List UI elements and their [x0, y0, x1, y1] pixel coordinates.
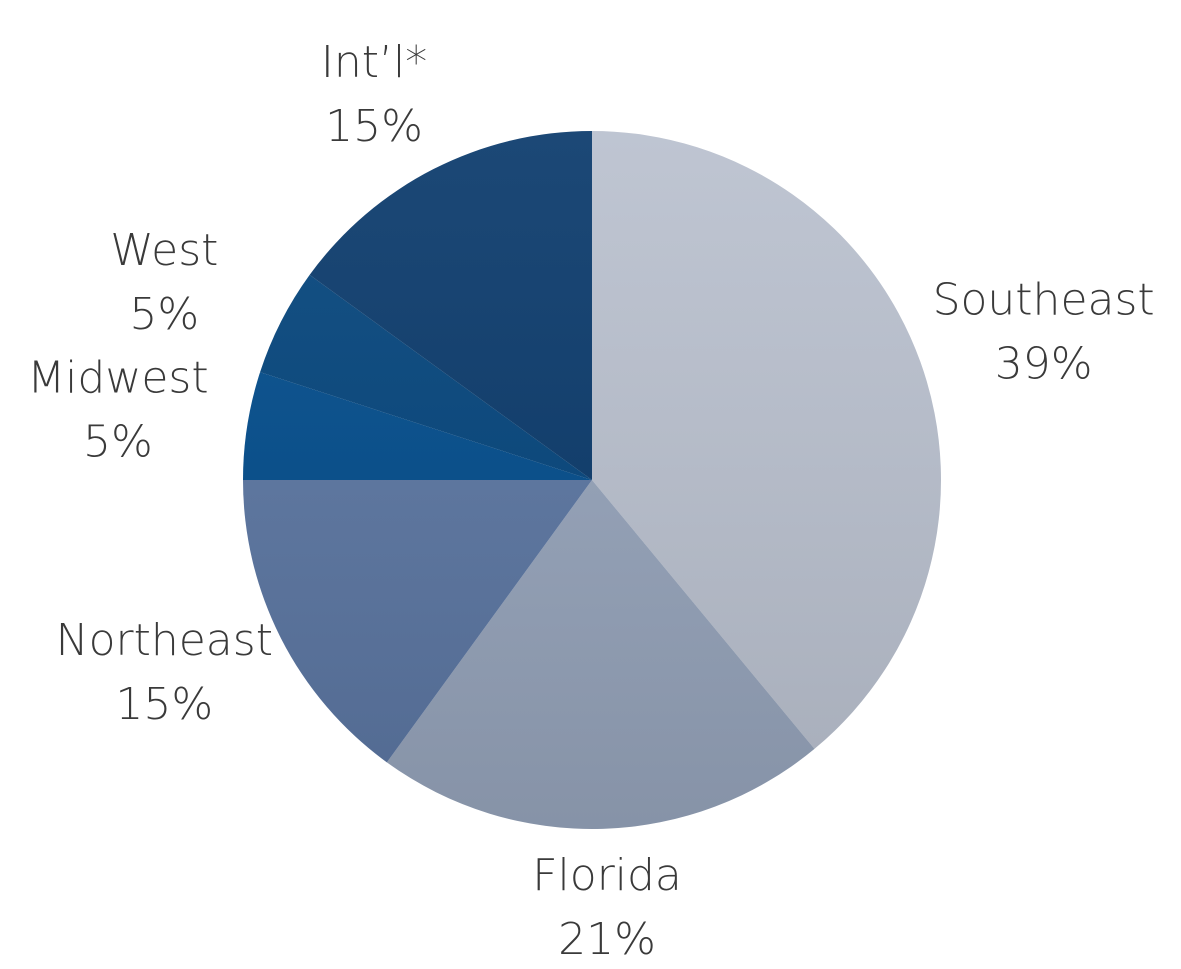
- slice-label: Southeast: [933, 274, 1155, 325]
- slice-label: Northeast: [56, 615, 273, 666]
- pie: [243, 131, 942, 830]
- slice-value-label: 39%: [995, 338, 1093, 389]
- slice-label: West: [110, 225, 218, 276]
- slice-label: Florida: [532, 850, 682, 901]
- slice-value-label: 5%: [129, 289, 199, 340]
- slice-value-label: 21%: [558, 914, 656, 965]
- slice-label: Int’l*: [321, 37, 427, 88]
- slice-label: Midwest: [27, 353, 208, 404]
- slice-value-label: 5%: [83, 417, 153, 468]
- labels: Southeast 39% Florida 21% Northeast 15% Midwes…: [27, 37, 1154, 965]
- slice-value-label: 15%: [115, 679, 213, 730]
- slice-value-label: 15%: [325, 101, 423, 152]
